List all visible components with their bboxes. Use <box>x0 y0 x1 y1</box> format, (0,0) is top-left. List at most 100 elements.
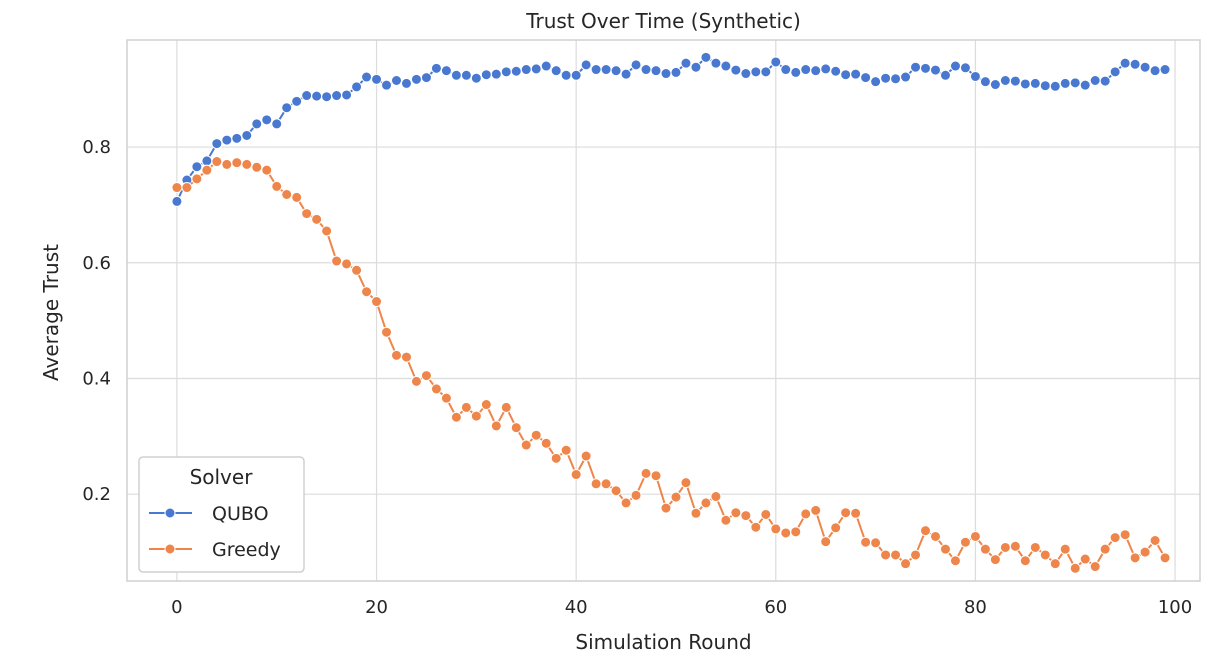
legend-box <box>138 456 305 573</box>
legend-qubo-marker <box>164 507 176 519</box>
point-greedy-17 <box>341 258 353 270</box>
point-qubo-0 <box>171 195 183 207</box>
point-greedy-56 <box>730 507 742 519</box>
point-greedy-21 <box>381 326 393 338</box>
point-qubo-63 <box>800 64 812 76</box>
point-greedy-61 <box>780 527 792 539</box>
point-greedy-75 <box>920 525 932 537</box>
point-greedy-26 <box>430 383 442 395</box>
point-greedy-45 <box>620 497 632 509</box>
point-qubo-95 <box>1119 57 1131 69</box>
point-greedy-19 <box>361 286 373 298</box>
point-greedy-49 <box>660 502 672 514</box>
grid-lines <box>127 40 1200 581</box>
point-greedy-72 <box>890 549 902 561</box>
point-greedy-40 <box>570 469 582 481</box>
point-qubo-59 <box>760 66 772 78</box>
y-tick-label-0.4: 0.4 <box>82 368 111 389</box>
point-greedy-15 <box>321 225 333 237</box>
point-qubo-90 <box>1069 77 1081 89</box>
x-tick-label-20: 20 <box>365 597 388 618</box>
point-greedy-81 <box>979 543 991 555</box>
point-qubo-18 <box>351 81 363 93</box>
point-qubo-22 <box>390 75 402 87</box>
y-tick-label-0.8: 0.8 <box>82 137 111 158</box>
point-greedy-83 <box>999 541 1011 553</box>
point-qubo-61 <box>780 64 792 76</box>
point-qubo-74 <box>910 61 922 73</box>
point-qubo-52 <box>690 61 702 73</box>
point-greedy-68 <box>850 507 862 519</box>
point-greedy-69 <box>860 536 872 548</box>
point-qubo-94 <box>1109 66 1121 78</box>
point-qubo-11 <box>281 102 293 114</box>
series-layer <box>171 51 1171 574</box>
point-qubo-72 <box>890 73 902 85</box>
point-qubo-4 <box>211 138 223 150</box>
point-greedy-79 <box>959 536 971 548</box>
point-qubo-16 <box>331 90 343 102</box>
y-tick-label-0.6: 0.6 <box>82 253 111 274</box>
point-greedy-87 <box>1039 549 1051 561</box>
point-qubo-76 <box>929 64 941 76</box>
point-qubo-71 <box>880 72 892 84</box>
series-greedy <box>171 156 1171 574</box>
point-qubo-92 <box>1089 75 1101 87</box>
point-qubo-68 <box>850 68 862 80</box>
point-greedy-48 <box>650 470 662 482</box>
point-greedy-66 <box>830 522 842 534</box>
point-qubo-88 <box>1049 80 1061 92</box>
point-qubo-75 <box>920 62 932 74</box>
point-qubo-49 <box>660 68 672 80</box>
point-qubo-96 <box>1129 58 1141 70</box>
point-greedy-22 <box>390 349 402 361</box>
point-qubo-23 <box>400 77 412 89</box>
point-greedy-62 <box>790 526 802 538</box>
x-tick-label-60: 60 <box>764 597 787 618</box>
x-axis-label: Simulation Round <box>575 630 751 654</box>
point-greedy-91 <box>1079 553 1091 565</box>
point-qubo-31 <box>480 69 492 81</box>
point-greedy-7 <box>241 158 253 170</box>
point-greedy-78 <box>949 555 961 567</box>
point-greedy-9 <box>261 164 273 176</box>
chart-title: Trust Over Time (Synthetic) <box>525 9 801 33</box>
point-greedy-53 <box>700 497 712 509</box>
point-qubo-85 <box>1019 78 1031 90</box>
point-qubo-3 <box>201 155 213 167</box>
y-tick-label-0.2: 0.2 <box>82 484 111 505</box>
point-greedy-34 <box>510 422 522 434</box>
point-greedy-59 <box>760 508 772 520</box>
point-qubo-44 <box>610 65 622 77</box>
point-qubo-60 <box>770 56 782 68</box>
point-qubo-41 <box>580 59 592 71</box>
point-qubo-84 <box>1009 75 1021 87</box>
point-qubo-55 <box>720 60 732 72</box>
point-qubo-62 <box>790 66 802 78</box>
point-qubo-5 <box>221 134 233 146</box>
point-greedy-93 <box>1099 543 1111 555</box>
point-qubo-32 <box>490 68 502 80</box>
point-qubo-43 <box>600 64 612 76</box>
point-qubo-25 <box>420 72 432 84</box>
point-greedy-86 <box>1029 541 1041 553</box>
point-greedy-90 <box>1069 562 1081 574</box>
point-qubo-28 <box>450 69 462 81</box>
point-greedy-95 <box>1119 529 1131 541</box>
point-qubo-56 <box>730 64 742 76</box>
point-greedy-71 <box>880 549 892 561</box>
point-greedy-31 <box>480 399 492 411</box>
point-qubo-91 <box>1079 79 1091 91</box>
point-qubo-77 <box>939 69 951 81</box>
point-greedy-25 <box>420 370 432 382</box>
x-tick-label-100: 100 <box>1158 597 1192 618</box>
point-qubo-39 <box>560 69 572 81</box>
point-greedy-24 <box>410 375 422 387</box>
series-qubo <box>171 51 1171 207</box>
point-greedy-6 <box>231 157 243 169</box>
point-greedy-60 <box>770 523 782 535</box>
point-greedy-20 <box>371 296 383 308</box>
point-qubo-58 <box>750 66 762 78</box>
point-greedy-63 <box>800 508 812 520</box>
point-greedy-37 <box>540 437 552 449</box>
